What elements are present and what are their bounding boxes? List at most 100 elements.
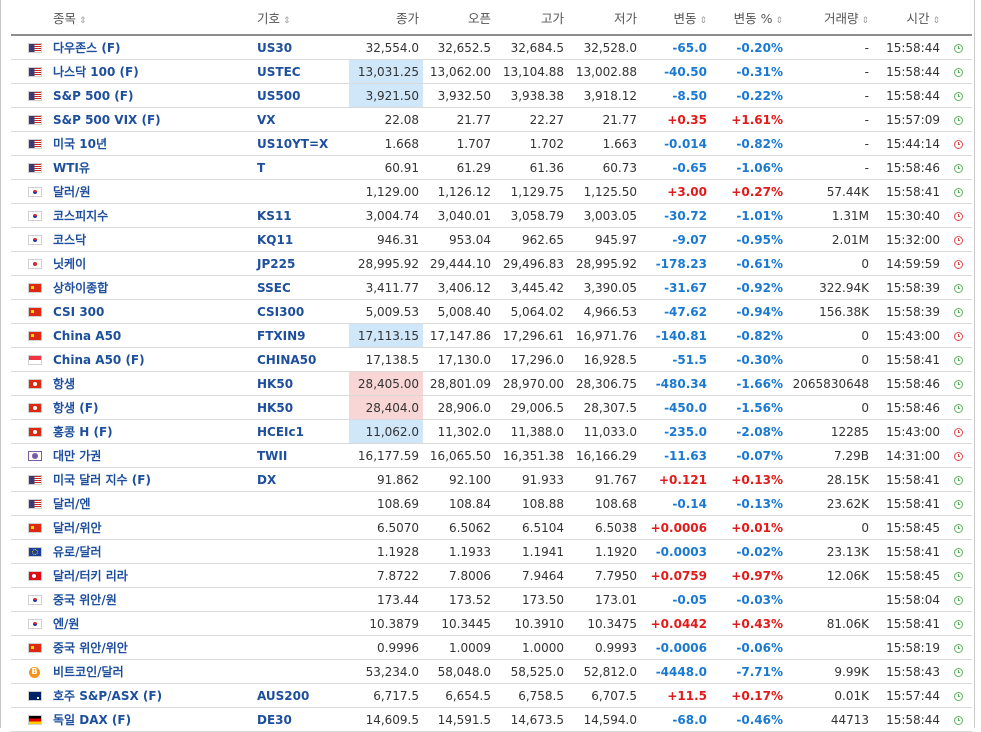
header-close[interactable]: 종가 [349,0,423,36]
table-row[interactable]: 미국 달러 지수 (F) DX 91.862 92.100 91.933 91.767 +0… [11,467,972,492]
table-row[interactable]: 비트코인/달러53,234.058,048.058,525.052,812.0-… [11,659,972,684]
instrument-symbol-link[interactable] [253,587,349,612]
header-change-pct[interactable]: 변동 % ⇕ [711,0,787,36]
instrument-symbol-link[interactable]: US10YT=X [253,131,349,156]
instrument-symbol-link[interactable]: FTXIN9 [253,323,349,348]
table-row[interactable]: 달러/터키 리라 7.8722 7.8006 7.9464 7.7950 +0.0759 +… [11,563,972,588]
instrument-symbol-link[interactable] [253,179,349,204]
instrument-name-link[interactable]: 다우존스 (F) [49,35,253,60]
instrument-name-link[interactable]: CSI 300 [49,299,253,324]
low-value: 28,995.92 [568,251,641,276]
header-time[interactable]: 시간 ⇕ [873,0,944,36]
table-row[interactable]: 달러/엔 108.69 108.84 108.88 108.68 -0.14 -0.13% 2… [11,491,972,516]
instrument-symbol-link[interactable] [253,515,349,540]
instrument-name-link[interactable]: 달러/엔 [49,491,253,516]
instrument-name-link[interactable]: S&P 500 VIX (F) [49,107,253,132]
instrument-symbol-link[interactable]: USTEC [253,59,349,84]
instrument-name-link[interactable]: 달러/터키 리라 [49,563,253,588]
instrument-symbol-link[interactable]: HK50 [253,395,349,420]
instrument-symbol-link[interactable]: HCEIc1 [253,419,349,444]
instrument-symbol-link[interactable]: VX [253,107,349,132]
table-row[interactable]: 항생 HK50 28,405.00 28,801.09 28,970.00 28,306.… [11,371,972,396]
instrument-name-link[interactable]: 대만 가권 [49,443,253,468]
table-row[interactable]: 달러/원 1,129.00 1,126.12 1,129.75 1,125.50 +3.0… [11,179,972,204]
table-row[interactable]: 중국 위안/원 173.44 173.52 173.50 173.01 -0.05 -0.0… [11,587,972,612]
instrument-name-link[interactable]: 상하이종합 [49,275,253,300]
instrument-symbol-link[interactable]: DX [253,467,349,492]
instrument-name-link[interactable]: 비트코인/달러 [49,659,253,684]
instrument-symbol-link[interactable] [253,491,349,516]
instrument-name-link[interactable]: 중국 위안/원 [49,587,253,612]
table-row[interactable]: 나스닥 100 (F) USTEC 13,031.25 13,062.00 13,104… [11,59,972,84]
table-row[interactable]: 호주 S&P/ASX (F) AUS200 6,717.5 6,654.5 6,758.… [11,683,972,708]
instrument-name-link[interactable]: 달러/원 [49,179,253,204]
table-row[interactable]: 달러/위안 6.5070 6.5062 6.5104 6.5038 +0.0006 +0.0… [11,515,972,540]
header-symbol[interactable]: 기호 ⇕ [253,0,349,36]
table-row[interactable]: 미국 10년 US10YT=X 1.668 1.707 1.702 1.663 -0.014… [11,131,972,156]
instrument-symbol-link[interactable]: CSI300 [253,299,349,324]
instrument-name-link[interactable]: 항생 (F) [49,395,253,420]
instrument-symbol-link[interactable]: CHINA50 [253,347,349,372]
table-row[interactable]: S&P 500 (F) US500 3,921.50 3,932.50 3,938.38… [11,83,972,108]
clock-icon [953,571,963,581]
instrument-symbol-link[interactable]: JP225 [253,251,349,276]
table-row[interactable]: 홍콩 H (F) HCEIc1 11,062.0 11,302.0 11,388.0 11… [11,419,972,444]
instrument-symbol-link[interactable]: KQ11 [253,227,349,252]
table-row[interactable]: 코스닥 KQ11 946.31 953.04 962.65 945.97 -9.07 -0.9… [11,227,972,252]
table-row[interactable]: 중국 위안/위안 0.9996 1.0009 1.0000 0.9993 -0.0006-… [11,635,972,660]
instrument-name-link[interactable]: China A50 [49,323,253,348]
table-row[interactable]: CSI 300 CSI300 5,009.53 5,008.40 5,064.02 4,9… [11,299,972,324]
table-row[interactable]: WTI유 T 60.91 61.29 61.36 60.73 -0.65 -1.06% -15:… [11,155,972,180]
table-row[interactable]: China A50 FTXIN9 17,113.15 17,147.86 17,296.… [11,323,972,348]
instrument-name-link[interactable]: S&P 500 (F) [49,83,253,108]
instrument-name-link[interactable]: China A50 (F) [49,347,253,372]
table-row[interactable]: China A50 (F) CHINA50 17,138.5 17,130.0 17,2… [11,347,972,372]
instrument-symbol-link[interactable]: T [253,155,349,180]
table-row[interactable]: 엔/원 10.3879 10.3445 10.3910 10.3475 +0.0442 +0… [11,611,972,636]
table-row[interactable]: 유로/달러 1.1928 1.1933 1.1941 1.1920 -0.0003 -0.0… [11,539,972,564]
table-row[interactable]: 다우존스 (F) US30 32,554.0 32,652.5 32,684.5 32,5… [11,35,972,60]
instrument-name-link[interactable]: 중국 위안/위안 [49,635,253,660]
instrument-name-link[interactable]: 달러/위안 [49,515,253,540]
table-row[interactable]: 항생 (F) HK50 28,404.0 28,906.0 29,006.5 28,307… [11,395,972,420]
instrument-symbol-link[interactable]: AUS200 [253,683,349,708]
instrument-symbol-link[interactable] [253,659,349,684]
table-row[interactable]: 코스피지수 KS11 3,004.74 3,040.01 3,058.79 3,003.0… [11,203,972,228]
volume-value: 23.62K [787,491,873,516]
header-name[interactable]: 종목 ⇕ [49,0,253,36]
low-value: 945.97 [568,227,641,252]
instrument-symbol-link[interactable]: HK50 [253,371,349,396]
instrument-symbol-link[interactable]: SSEC [253,275,349,300]
instrument-symbol-link[interactable] [253,611,349,636]
header-low[interactable]: 저가 [568,0,641,36]
status-cell [944,299,972,324]
instrument-name-link[interactable]: 유로/달러 [49,539,253,564]
instrument-symbol-link[interactable] [253,635,349,660]
instrument-symbol-link[interactable]: US30 [253,35,349,60]
instrument-name-link[interactable]: 코스피지수 [49,203,253,228]
instrument-name-link[interactable]: 닛케이 [49,251,253,276]
instrument-symbol-link[interactable] [253,539,349,564]
table-row[interactable]: S&P 500 VIX (F) VX 22.08 21.77 22.27 21.77 +0.… [11,107,972,132]
instrument-symbol-link[interactable] [253,563,349,588]
table-row[interactable]: 닛케이 JP225 28,995.92 29,444.10 29,496.83 28,99… [11,251,972,276]
instrument-symbol-link[interactable]: US500 [253,83,349,108]
instrument-name-link[interactable]: 미국 달러 지수 (F) [49,467,253,492]
header-open[interactable]: 오픈 [423,0,495,36]
instrument-name-link[interactable]: 홍콩 H (F) [49,419,253,444]
instrument-name-link[interactable]: 엔/원 [49,611,253,636]
low-value: 28,307.5 [568,395,641,420]
table-row[interactable]: 대만 가권 TWII 16,177.59 16,065.50 16,351.38 16,1… [11,443,972,468]
instrument-name-link[interactable]: 나스닥 100 (F) [49,59,253,84]
instrument-name-link[interactable]: 미국 10년 [49,131,253,156]
header-volume[interactable]: 거래량 ⇕ [787,0,873,36]
instrument-name-link[interactable]: 호주 S&P/ASX (F) [49,683,253,708]
instrument-symbol-link[interactable]: TWII [253,443,349,468]
header-change[interactable]: 변동 ⇕ [641,0,711,36]
instrument-name-link[interactable]: 코스닥 [49,227,253,252]
header-high[interactable]: 고가 [495,0,568,36]
instrument-name-link[interactable]: 항생 [49,371,253,396]
instrument-name-link[interactable]: WTI유 [49,155,253,180]
instrument-symbol-link[interactable]: KS11 [253,203,349,228]
table-row[interactable]: 상하이종합 SSEC 3,411.77 3,406.12 3,445.42 3,390.0… [11,275,972,300]
